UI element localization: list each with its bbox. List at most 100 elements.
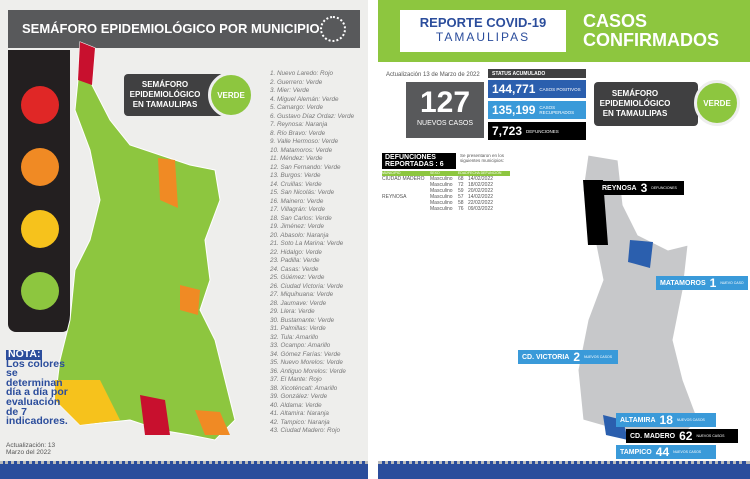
municipality-item: 12. San Fernando: Verde xyxy=(270,163,341,171)
deaths-table: DEFUNCIONES REPORTADAS : 6 Se presentaron… xyxy=(382,153,510,212)
city-label: NUEVOS CASOS xyxy=(696,434,725,438)
municipality-item: 15. San Nicolás: Verde xyxy=(270,189,335,196)
deaths-row: Masculino 72 18/02/2022 xyxy=(382,182,510,188)
city-label: NUEVOS CASOS xyxy=(584,355,613,359)
municipality-item: 5. Camargo: Verde xyxy=(270,104,323,111)
municipality-item: 20. Abasolo: Naranja xyxy=(270,231,329,239)
semaforo-panel: SEMÁFORO EPIDEMIOLÓGICO POR MUNICIPIO SE… xyxy=(0,0,368,479)
municipality-item: 8. Río Bravo: Verde xyxy=(270,129,326,137)
tamaulipas-cases-map xyxy=(578,154,699,441)
deaths-cell: 58 xyxy=(458,200,464,206)
deaths-cell: REYNOSA xyxy=(382,194,407,200)
municipality-item: 24. Casas: Verde xyxy=(270,265,319,273)
deaths-cell: 68 xyxy=(458,176,464,182)
city-label: REYNOSA 3 DEFUNCIONES xyxy=(598,181,684,195)
deaths-header: SEXO xyxy=(430,171,440,175)
footer-bar-right xyxy=(378,461,750,479)
deaths-cell: 57 xyxy=(458,194,464,200)
deaths-header: MUNICIPIO xyxy=(382,171,401,175)
new-cases-box: 127 NUEVOS CASOS xyxy=(406,82,484,138)
report-update: Actualización 13 de Marzo de 2022 xyxy=(386,72,480,78)
report-logo: REPORTE COVID-19 TAMAULIPAS xyxy=(400,10,566,52)
update-date: Actualización: 13 Marzo del 2022 xyxy=(6,442,56,456)
municipality-item: 19. Jiménez: Verde xyxy=(270,223,325,230)
deaths-cell xyxy=(382,206,430,212)
municipality-item: 26. Ciudad Victoria: Verde xyxy=(270,282,344,290)
municipality-item: 36. Antiguo Morelos: Verde xyxy=(270,367,346,375)
deaths-header: EDAD xyxy=(458,171,468,175)
deaths-total: 7,723 DEFUNCIONES xyxy=(488,122,586,140)
municipality-item: 39. González: Verde xyxy=(270,393,328,400)
deaths-row: REYNOSA Masculino 57 14/02/2022 xyxy=(382,194,510,200)
municipality-item: 7. Reynosa: Naranja xyxy=(270,121,328,128)
municipality-item: 38. Xicoténcatl: Amarillo xyxy=(270,384,338,392)
municipality-item: 2. Guerrero: Verde xyxy=(270,78,323,86)
deaths-row: CIUDAD MADERO Masculino 68 14/02/2022 xyxy=(382,176,510,182)
city-label: TAMPICO 44 NUEVOS CASOS xyxy=(616,445,716,459)
recovered-cases: 135,199 CASOS RECUPERADOS xyxy=(488,101,586,119)
deaths-cell: Masculino xyxy=(430,176,453,182)
municipality-item: 27. Miquihuana: Verde xyxy=(270,291,334,298)
deaths-cell: 14/02/2022 xyxy=(468,176,494,182)
status-label: STATUS ACUMULADO xyxy=(488,69,586,78)
city-name: CD. VICTORIA xyxy=(522,353,570,361)
municipality-item: 9. Valle Hermoso: Verde xyxy=(270,138,339,145)
deaths-cell: 72 xyxy=(458,182,464,188)
tamaulipas-semaforo-map xyxy=(54,41,236,441)
municipality-item: 6. Gustavo Díaz Ordaz: Verde xyxy=(270,112,355,120)
municipality-item: 3. Mier: Verde xyxy=(270,87,310,94)
municipality-item: 42. Tampico: Naranja xyxy=(270,418,330,426)
municipality-item: 11. Méndez: Verde xyxy=(270,155,323,162)
state-semaforo-badge-right: SEMÁFORO EPIDEMIOLÓGICO EN TAMAULIPAS xyxy=(594,82,698,126)
city-name: CD. MADERO xyxy=(630,432,676,440)
municipality-item: 33. Ocampo: Amarillo xyxy=(270,342,331,349)
orange-lamp xyxy=(21,148,59,186)
city-count: 3 xyxy=(640,181,648,195)
semaforo-title: SEMÁFORO EPIDEMIOLÓGICO POR MUNICIPIO xyxy=(8,10,360,48)
deaths-cell: 09/03/2022 xyxy=(468,206,494,212)
sun-icon xyxy=(320,16,346,42)
municipality-item: 21. Soto La Marina: Verde xyxy=(270,240,344,247)
green-lamp xyxy=(21,272,59,310)
covid-report-panel: REPORTE COVID-19 TAMAULIPAS CASOS CONFIRM… xyxy=(378,0,750,479)
municipality-item: 23. Padilla: Verde xyxy=(270,257,320,264)
deaths-row: Masculino 58 22/02/2022 xyxy=(382,200,510,206)
city-label: DEFUNCIONES xyxy=(651,186,677,190)
city-name: TAMPICO xyxy=(620,448,652,456)
municipality-item: 25. Güémez: Verde xyxy=(270,274,325,281)
municipality-item: 22. Hidalgo: Verde xyxy=(270,248,322,256)
yellow-lamp xyxy=(21,210,59,248)
state-status-circle: VERDE xyxy=(208,72,254,118)
deaths-row: Masculino 76 09/03/2022 xyxy=(382,206,510,212)
city-label: CD. VICTORIA 2 NUEVOS CASOS xyxy=(518,350,618,364)
deaths-cell: 14/02/2022 xyxy=(468,194,494,200)
footer-bar xyxy=(0,461,368,479)
city-label: NUEVOS CASOS xyxy=(673,450,702,454)
municipality-item: 31. Palmillas: Verde xyxy=(270,325,326,332)
municipality-item: 43. Ciudad Madero: Rojo xyxy=(270,427,341,434)
deaths-cell: Masculino xyxy=(430,206,453,212)
city-name: ALTAMIRA xyxy=(620,416,656,424)
municipality-list: 1. Nuevo Laredo: Rojo 2. Guerrero: Verde 3… xyxy=(270,70,354,436)
deaths-cell: Masculino xyxy=(430,188,453,194)
deaths-cell: CIUDAD MADERO xyxy=(382,176,425,182)
city-count: 1 xyxy=(709,276,717,290)
city-label: MATAMOROS 1 NUEVO CASO xyxy=(656,276,748,290)
state-semaforo-badge: SEMÁFORO EPIDEMIOLÓGICO EN TAMAULIPAS xyxy=(124,74,228,116)
municipality-item: 35. Nuevo Morelos: Verde xyxy=(270,359,343,366)
municipality-item: 17. Villagrán: Verde xyxy=(270,206,325,213)
city-name: REYNOSA xyxy=(602,184,637,192)
municipality-item: 41. Altamira: Naranja xyxy=(270,410,329,417)
deaths-row: Masculino 59 20/02/2022 xyxy=(382,188,510,194)
municipality-item: 34. Gómez Farías: Verde xyxy=(270,350,341,358)
municipality-item: 13. Burgos: Verde xyxy=(270,172,321,179)
nota: NOTA: Los colores se determinan día a día… xyxy=(6,348,68,428)
municipality-item: 16. Mainero: Verde xyxy=(270,197,324,205)
report-header: REPORTE COVID-19 TAMAULIPAS CASOS CONFIRM… xyxy=(378,0,750,62)
city-label: ALTAMIRA 18 NUEVOS CASOS xyxy=(616,413,716,427)
municipality-item: 1. Nuevo Laredo: Rojo xyxy=(270,70,334,77)
report-title: CASOS CONFIRMADOS xyxy=(583,11,719,50)
municipality-item: 29. Llera: Verde xyxy=(270,308,315,315)
municipality-item: 18. San Carlos: Verde xyxy=(270,214,332,222)
deaths-cell: Masculino xyxy=(430,182,453,188)
